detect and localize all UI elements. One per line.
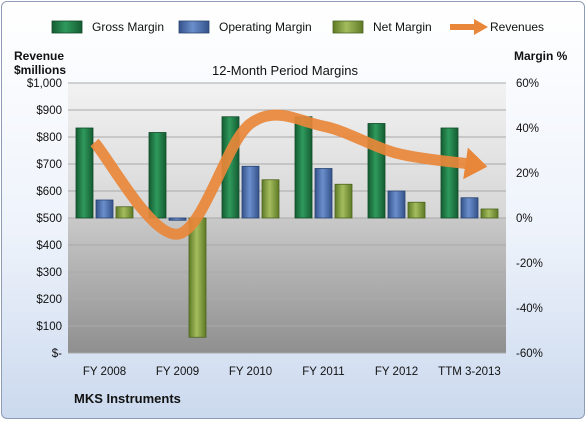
bar-net-margin [261,179,280,219]
left-tick-label: $100 [36,321,62,333]
left-tick-label: $400 [36,240,62,252]
bar-gross-margin [148,132,167,219]
right-tick-label: 20% [516,168,539,180]
legend-arrow-icon [474,19,488,35]
left-axis-label-line2: $millions [14,63,66,77]
right-axis-ticks: -60% -40% -20% 0% 20% 40% 60% [516,78,543,360]
left-tick-label: $900 [36,105,62,117]
bar-net-margin [115,206,134,219]
x-axis-ticks: FY 2008 FY 2009 FY 2010 FY 2011 FY 2012 TTM 3… [83,366,501,378]
right-axis-label: Margin % [514,49,568,63]
legend-label: Revenues [490,20,544,34]
x-tick-label: FY 2011 [302,366,344,378]
left-axis-label-line1: Revenue [14,49,64,63]
x-tick-label: FY 2008 [83,366,126,378]
right-tick-label: -20% [516,258,543,270]
legend-swatch [51,20,83,34]
legend-label: Gross Margin [92,20,164,34]
left-tick-label: $- [52,348,62,360]
chart-title: 12-Month Period Margins [212,63,358,78]
bar-gross-margin [294,116,313,219]
bar-gross-margin [75,127,94,219]
legend-swatch [178,20,210,34]
left-axis-ticks: $- $100 $200 $300 $400 $500 $600 $700 $800 $900 $1… [27,78,62,360]
bar-operating-margin [314,168,333,219]
left-tick-label: $500 [36,213,62,225]
legend-swatch [332,20,364,34]
left-tick-label: $600 [36,186,62,198]
right-tick-label: 60% [516,78,539,90]
left-tick-label: $1,000 [27,78,62,90]
legend-label: Operating Margin [219,20,312,34]
bar-net-margin [407,201,426,219]
bar-operating-margin [387,190,406,219]
left-tick-label: $300 [36,267,62,279]
bar-net-margin [480,208,499,219]
footer-company: MKS Instruments [74,391,181,406]
x-tick-label: FY 2012 [375,366,418,378]
revenue-line [90,109,488,240]
x-tick-label: FY 2009 [156,366,199,378]
bar-gross-margin [367,123,386,219]
bar-gross-margin [440,127,459,219]
plot-area-upper [68,83,506,218]
bar-net-margin [188,217,207,338]
revenue-arrowhead [463,147,488,180]
left-tick-label: $700 [36,159,62,171]
legend: Gross Margin Operating Margin Net Margin Re… [51,19,544,35]
right-tick-label: 0% [516,213,533,225]
bar-operating-margin [460,197,479,219]
right-tick-label: 40% [516,123,539,135]
left-tick-label: $800 [36,132,62,144]
plot-area-lower [68,218,506,353]
bar-operating-margin [168,217,187,221]
left-tick-label: $200 [36,294,62,306]
margins-chart: 12-Month Period Margins Revenue $million… [14,19,568,406]
bar-operating-margin [241,165,260,219]
x-tick-label: FY 2010 [229,366,272,378]
right-tick-label: -40% [516,303,543,315]
legend-label: Net Margin [373,20,432,34]
right-tick-label: -60% [516,348,543,360]
gridlines [68,82,506,354]
bar-net-margin [334,183,353,219]
x-tick-label: TTM 3-2013 [438,366,501,378]
bar-operating-margin [95,199,114,219]
revenue-curve [90,109,471,240]
